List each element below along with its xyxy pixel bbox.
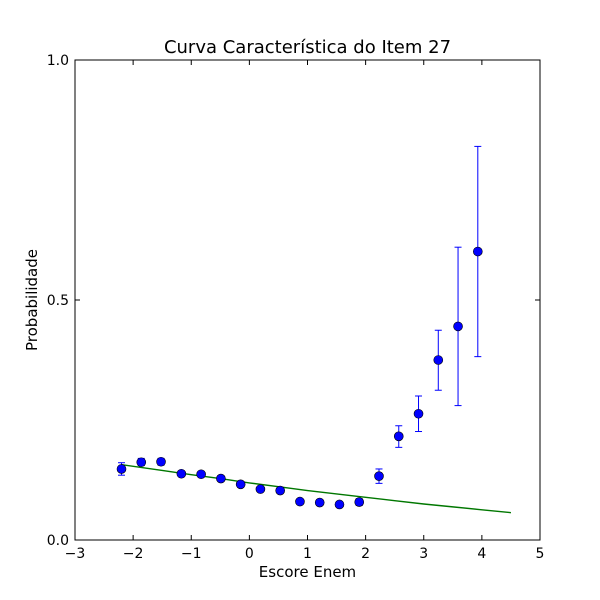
data-point [176, 468, 187, 479]
y-axis-label: Probabilidade [23, 249, 41, 351]
data-point [354, 497, 365, 507]
data-point [334, 499, 345, 510]
x-tick-label: −2 [123, 546, 144, 562]
x-tick-label: −3 [65, 546, 86, 562]
data-point [235, 479, 246, 490]
data-point [473, 246, 483, 257]
ticks-layer: −3 −2 −1 0 1 2 3 4 5 0.0 0.5 1.0 [47, 53, 545, 562]
x-tick-label: 5 [536, 546, 545, 562]
model-curve-line [121, 463, 512, 514]
data-point [314, 497, 325, 508]
x-tick-label: 1 [303, 546, 312, 562]
data-point [433, 355, 444, 365]
chart-title: Curva Característica do Item 27 [164, 37, 451, 58]
data-point [255, 484, 266, 494]
x-tick-label: −1 [181, 546, 202, 562]
x-tick-label: 0 [245, 546, 254, 562]
data-point [216, 473, 226, 484]
y-tick-label: 0.0 [47, 533, 69, 549]
x-tick-label: 4 [477, 546, 486, 562]
y-tick-label: 0.5 [47, 293, 69, 309]
data-point [116, 464, 127, 474]
data-point [275, 485, 285, 496]
x-tick-label: 3 [419, 546, 428, 562]
data-point [196, 469, 206, 480]
data-point [453, 321, 463, 332]
data-point [156, 456, 166, 467]
data-point [136, 457, 147, 468]
plot-layer [116, 145, 512, 514]
data-point [413, 408, 424, 419]
x-axis-label: Escore Enem [259, 563, 356, 581]
x-tick-label: 2 [361, 546, 370, 562]
data-point [374, 471, 384, 481]
data-point [295, 496, 305, 507]
data-point [393, 431, 404, 442]
y-tick-label: 1.0 [47, 53, 69, 69]
